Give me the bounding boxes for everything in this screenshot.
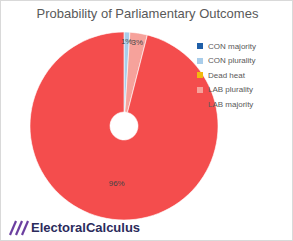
html-text:ElectoralCalculus: ElectoralCalculus — [31, 220, 141, 235]
html-text:LAB plurality: LAB plurality — [208, 85, 253, 95]
svg-text:3%: 3% — [132, 38, 144, 47]
html-text:CON plurality: CON plurality — [208, 56, 256, 66]
html-text:Probability of Parliamentary O: Probability of Parliamentary Outcomes — [36, 6, 259, 21]
html-text:LAB majority: LAB majority — [208, 99, 254, 109]
svg-text:96%: 96% — [109, 179, 125, 188]
html-text:CON majority: CON majority — [208, 41, 256, 51]
html-text:Dead heat: Dead heat — [208, 70, 245, 80]
svg-text:1%: 1% — [120, 36, 133, 46]
